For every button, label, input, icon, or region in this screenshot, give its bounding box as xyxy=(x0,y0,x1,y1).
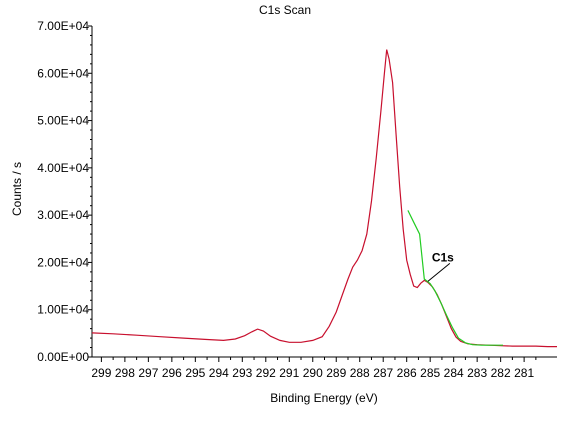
annotation-layer: C1s xyxy=(427,250,454,282)
chart-title: C1s Scan xyxy=(259,3,311,17)
annotation-label: C1s xyxy=(432,250,454,264)
x-tick-label: 289 xyxy=(326,366,346,380)
x-tick-label: 284 xyxy=(444,366,464,380)
x-tick-label: 297 xyxy=(138,366,158,380)
axis-ticks: 0.00E+00 1.00E+04 2.00E+04 3.00E+04 4.00E+04… xyxy=(37,19,537,380)
x-tick-label: 283 xyxy=(467,366,487,380)
x-tick-label: 287 xyxy=(373,366,393,380)
y-tick-label: 1.00E+04 xyxy=(37,303,89,317)
series-layer xyxy=(91,49,557,348)
x-tick-label: 299 xyxy=(91,366,111,380)
y-axis-title: Counts / s xyxy=(10,162,24,216)
y-tick-label: 3.00E+04 xyxy=(37,208,89,222)
x-tick-label: 288 xyxy=(350,366,370,380)
plot-area xyxy=(91,26,557,358)
x-tick-label: 298 xyxy=(115,366,135,380)
series-line-2 xyxy=(407,210,503,346)
x-tick-label: 291 xyxy=(279,366,299,380)
x-tick-label: 296 xyxy=(162,366,182,380)
x-tick-label: 282 xyxy=(491,366,511,380)
annotation-leader xyxy=(427,262,451,282)
x-tick-label: 294 xyxy=(209,366,229,380)
y-tick-label: 5.00E+04 xyxy=(37,114,89,128)
x-axis-title: Binding Energy (eV) xyxy=(270,391,377,405)
y-tick-label: 6.00E+04 xyxy=(37,66,89,80)
y-tick-label: 4.00E+04 xyxy=(37,161,89,175)
y-tick-label: 2.00E+04 xyxy=(37,255,89,269)
y-tick-label: 0.00E+00 xyxy=(37,350,89,364)
x-tick-label: 295 xyxy=(185,366,205,380)
x-tick-label: 286 xyxy=(397,366,417,380)
x-tick-label: 292 xyxy=(256,366,276,380)
x-tick-label: 281 xyxy=(514,366,534,380)
y-tick-label: 7.00E+04 xyxy=(37,19,89,33)
x-tick-label: 285 xyxy=(420,366,440,380)
plot-background xyxy=(92,26,557,357)
x-tick-label: 290 xyxy=(303,366,323,380)
x-tick-label: 293 xyxy=(232,366,252,380)
series-line-1 xyxy=(91,49,557,348)
